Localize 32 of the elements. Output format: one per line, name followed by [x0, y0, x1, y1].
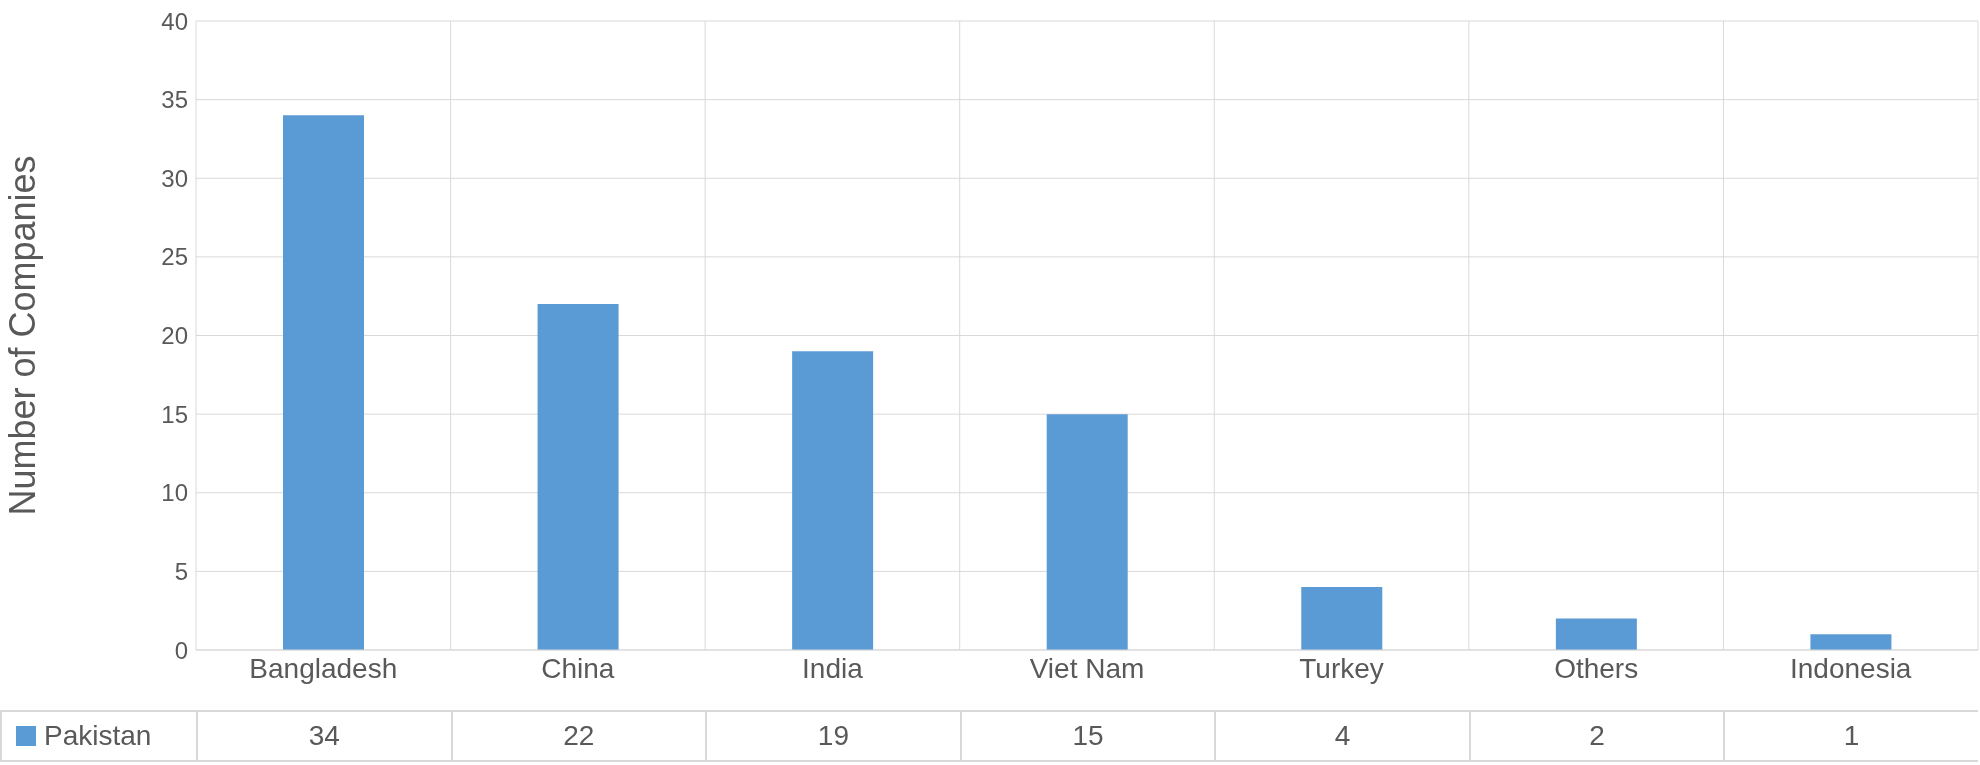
data-label: 22 — [450, 710, 706, 762]
data-label: 4 — [1214, 710, 1469, 762]
x-tick-label: Viet Nam — [1029, 652, 1145, 684]
y-tick-label: 40 — [161, 7, 188, 35]
bar — [1046, 414, 1128, 650]
bar — [1810, 634, 1892, 650]
y-tick-label: 10 — [161, 479, 188, 507]
bar — [1555, 618, 1637, 650]
y-tick-label: 30 — [161, 164, 188, 192]
y-tick-label: 15 — [161, 400, 188, 428]
data-label: 2 — [1468, 710, 1724, 762]
bar — [1301, 587, 1383, 650]
data-label: 1 — [1723, 710, 1978, 762]
legend-label: Pakistan — [0, 710, 196, 762]
x-tick-label: Others — [1554, 652, 1639, 684]
x-tick-label: Turkey — [1299, 652, 1384, 684]
bar — [537, 304, 619, 650]
bar — [792, 351, 874, 650]
data-label: 19 — [705, 710, 960, 762]
y-tick-label: 35 — [161, 86, 188, 114]
y-tick-label: 5 — [174, 557, 188, 585]
y-tick-label: 25 — [161, 243, 188, 271]
x-tick-label: Indonesia — [1790, 652, 1912, 684]
x-tick-label: Bangladesh — [249, 652, 398, 684]
x-tick-label: India — [802, 652, 864, 684]
x-tick-label: China — [541, 652, 615, 684]
y-axis-title: Number of Companies — [1, 155, 43, 516]
y-tick-label: 0 — [174, 636, 188, 664]
data-label: 15 — [959, 710, 1215, 762]
bar — [283, 115, 364, 650]
y-tick-label: 20 — [161, 322, 188, 350]
data-label: 34 — [196, 710, 451, 762]
